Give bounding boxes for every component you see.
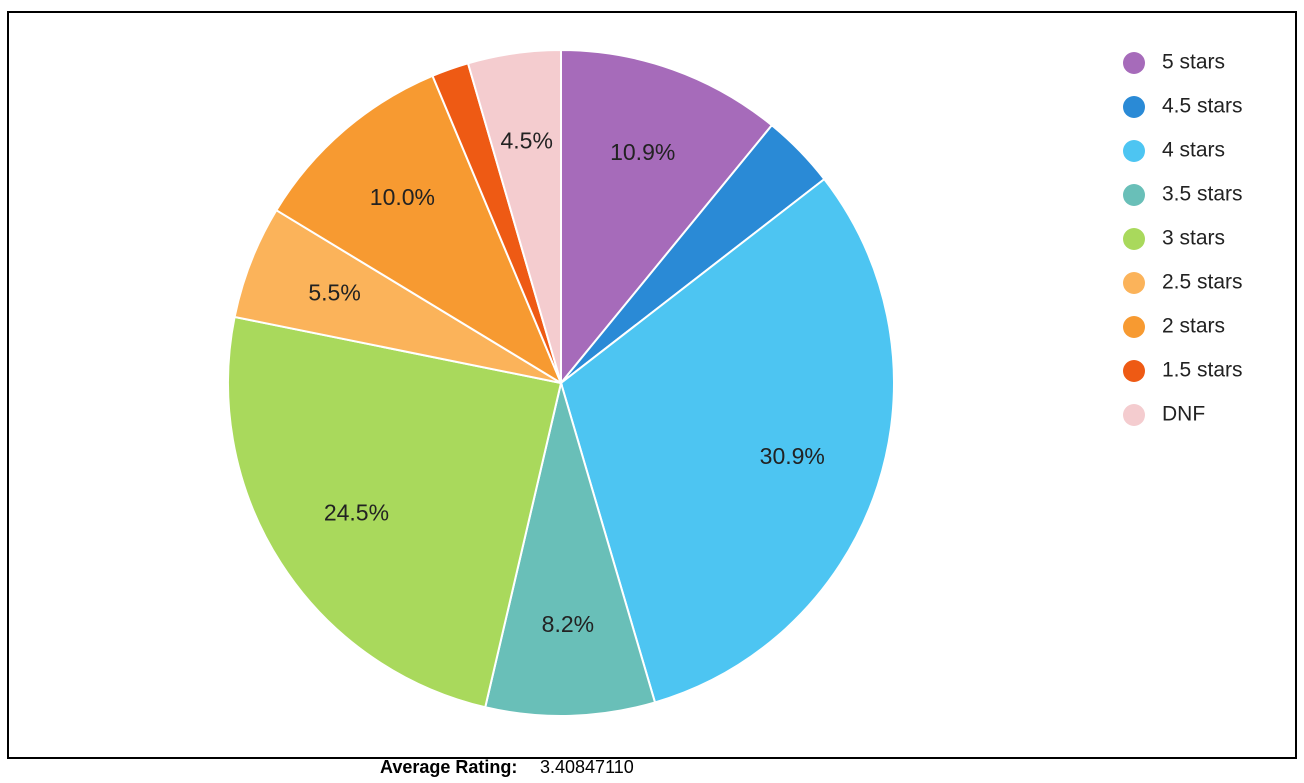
slice-label: 24.5% bbox=[324, 499, 389, 525]
legend-swatch bbox=[1123, 360, 1145, 382]
pie-slice bbox=[559, 177, 895, 704]
slice-label: 10.9% bbox=[610, 139, 675, 165]
legend-swatch bbox=[1123, 316, 1145, 338]
legend-label: 4.5 stars bbox=[1162, 95, 1243, 118]
legend: 5 stars 4.5 stars 4 stars 3.5 stars 3 stars 2… bbox=[1123, 51, 1243, 426]
pie-slice bbox=[484, 379, 657, 717]
slice-label: 30.9% bbox=[760, 443, 825, 469]
legend-swatch bbox=[1123, 140, 1145, 162]
legend-label: 3 stars bbox=[1162, 227, 1225, 250]
pie-slice bbox=[274, 74, 564, 386]
legend-swatch bbox=[1123, 52, 1145, 74]
pie-slice bbox=[227, 315, 563, 709]
legend-label: 2.5 stars bbox=[1162, 271, 1243, 294]
footer-value: 3.40847110 bbox=[540, 757, 634, 777]
legend-label: 1.5 stars bbox=[1162, 359, 1243, 382]
slice-label: 10.0% bbox=[370, 184, 435, 210]
slice-label: 5.5% bbox=[308, 280, 360, 306]
slice-label: 4.5% bbox=[500, 127, 552, 153]
legend-label: 3.5 stars bbox=[1162, 183, 1243, 206]
pie: 10.9% 30.9% 8.2% 24.5% 5.5% 10.0% 4.5% bbox=[227, 48, 895, 717]
footer-label: Average Rating: bbox=[380, 757, 517, 777]
pie-slice bbox=[466, 48, 562, 384]
legend-label: 4 stars bbox=[1162, 139, 1225, 162]
legend-swatch bbox=[1123, 404, 1145, 426]
pie-slice bbox=[560, 48, 774, 386]
legend-swatch bbox=[1123, 184, 1145, 206]
slice-label: 8.2% bbox=[542, 611, 594, 637]
legend-label: 5 stars bbox=[1162, 51, 1225, 74]
legend-label: DNF bbox=[1162, 403, 1205, 426]
legend-swatch bbox=[1123, 96, 1145, 118]
legend-swatch bbox=[1123, 228, 1145, 250]
legend-swatch bbox=[1123, 272, 1145, 294]
legend-label: 2 stars bbox=[1162, 315, 1225, 338]
